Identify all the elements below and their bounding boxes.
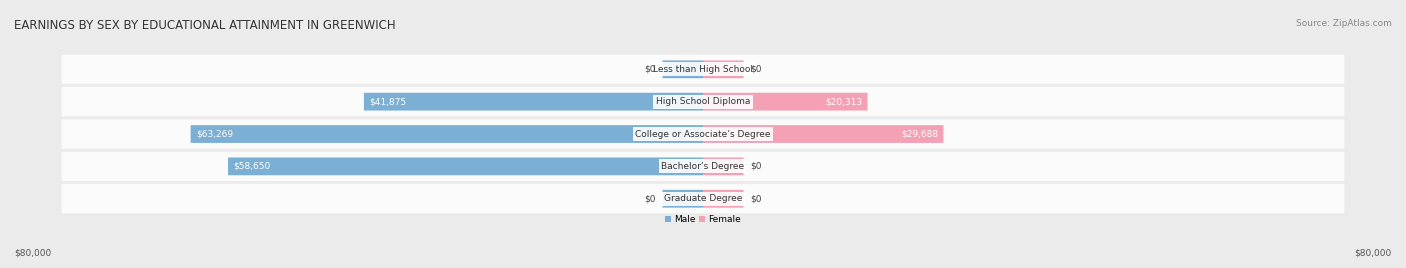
Text: $63,269: $63,269	[195, 129, 233, 139]
FancyBboxPatch shape	[62, 184, 1344, 213]
Text: EARNINGS BY SEX BY EDUCATIONAL ATTAINMENT IN GREENWICH: EARNINGS BY SEX BY EDUCATIONAL ATTAINMEN…	[14, 19, 395, 32]
FancyBboxPatch shape	[191, 125, 703, 143]
Text: $41,875: $41,875	[368, 97, 406, 106]
Text: Graduate Degree: Graduate Degree	[664, 194, 742, 203]
FancyBboxPatch shape	[703, 190, 744, 208]
FancyBboxPatch shape	[703, 125, 943, 143]
Text: $0: $0	[644, 194, 657, 203]
FancyBboxPatch shape	[62, 152, 1344, 181]
FancyBboxPatch shape	[228, 158, 703, 175]
Text: $80,000: $80,000	[14, 248, 51, 257]
Text: Source: ZipAtlas.com: Source: ZipAtlas.com	[1296, 19, 1392, 28]
FancyBboxPatch shape	[703, 93, 868, 111]
Text: $0: $0	[644, 65, 657, 74]
Text: $0: $0	[749, 194, 762, 203]
Text: Less than High School: Less than High School	[652, 65, 754, 74]
FancyBboxPatch shape	[62, 55, 1344, 84]
Text: $58,650: $58,650	[233, 162, 270, 171]
Text: Bachelor’s Degree: Bachelor’s Degree	[661, 162, 745, 171]
FancyBboxPatch shape	[662, 190, 703, 208]
Text: $80,000: $80,000	[1355, 248, 1392, 257]
Text: $29,688: $29,688	[901, 129, 938, 139]
Text: College or Associate’s Degree: College or Associate’s Degree	[636, 129, 770, 139]
FancyBboxPatch shape	[662, 60, 703, 78]
FancyBboxPatch shape	[703, 60, 744, 78]
FancyBboxPatch shape	[703, 158, 744, 175]
Text: $0: $0	[749, 162, 762, 171]
Legend: Male, Female: Male, Female	[665, 215, 741, 224]
FancyBboxPatch shape	[62, 120, 1344, 148]
Text: $0: $0	[749, 65, 762, 74]
Text: $20,313: $20,313	[825, 97, 862, 106]
FancyBboxPatch shape	[62, 87, 1344, 116]
Text: High School Diploma: High School Diploma	[655, 97, 751, 106]
FancyBboxPatch shape	[364, 93, 703, 111]
